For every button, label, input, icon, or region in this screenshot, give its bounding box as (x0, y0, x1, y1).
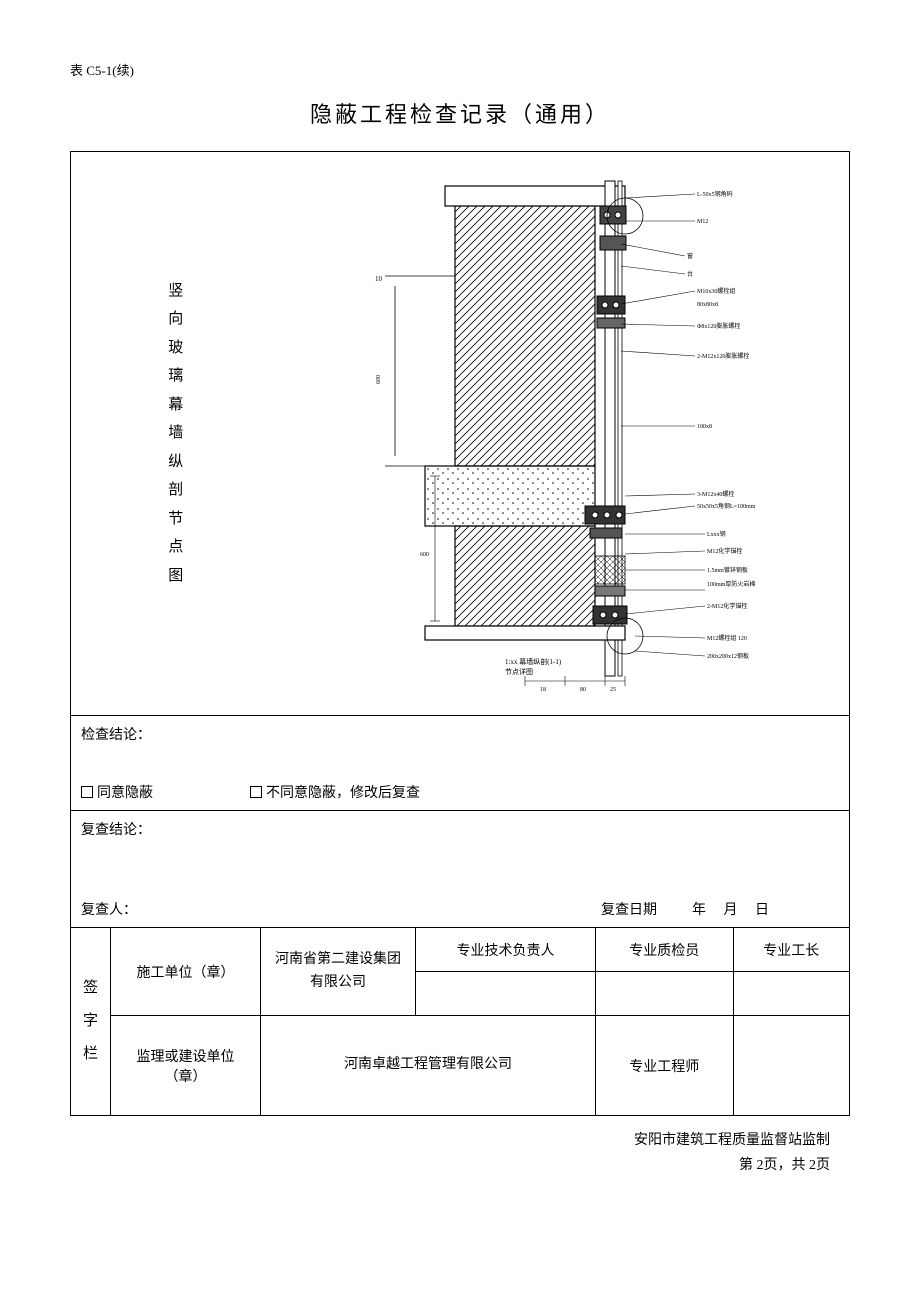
svg-text:台: 台 (687, 270, 693, 278)
role-engineer: 专业工程师 (595, 1016, 733, 1116)
svg-text:10: 10 (375, 275, 383, 283)
svg-text:1:xx 幕墙纵剖(1-1): 1:xx 幕墙纵剖(1-1) (505, 657, 562, 666)
svg-text:25: 25 (610, 687, 616, 693)
role-qc: 专业质检员 (595, 928, 733, 972)
svg-text:L-50x5钢角码: L-50x5钢角码 (697, 190, 733, 198)
svg-text:窗: 窗 (687, 252, 693, 260)
inspection-conclusion-label: 检查结论： (81, 724, 839, 744)
sig-tech-blank[interactable] (416, 972, 596, 1016)
svg-text:2-M12x120膨胀螺栓: 2-M12x120膨胀螺栓 (697, 352, 749, 360)
supervision-unit-label: 监理或建设单位（章） (111, 1016, 261, 1116)
section-diagram: 10 (325, 166, 785, 696)
diagram-cell: 10 (261, 152, 850, 716)
checkbox-disagree-icon[interactable] (250, 786, 262, 798)
svg-text:Lxxx钢: Lxxx钢 (707, 530, 726, 538)
main-form-table: 竖 向 玻 璃 幕 墙 纵 剖 节 点 图 (70, 151, 850, 1116)
sig-qc-blank[interactable] (595, 972, 733, 1016)
role-foreman: 专业工长 (733, 928, 849, 972)
sig-foreman-blank[interactable] (733, 972, 849, 1016)
diagram-vertical-label: 竖 向 玻 璃 幕 墙 纵 剖 节 点 图 (71, 152, 261, 716)
sig-engineer-blank[interactable] (733, 1016, 849, 1116)
supervision-company: 河南卓越工程管理有限公司 (261, 1016, 596, 1116)
signature-section-label: 签 字 栏 (71, 928, 111, 1116)
review-date: 复查日期 年 月 日 (601, 899, 769, 919)
svg-text:M12: M12 (697, 219, 708, 225)
form-code: 表 C5-1(续) (70, 60, 850, 79)
construction-company: 河南省第二建设集团有限公司 (261, 928, 416, 1016)
opt-disagree-label: 不同意隐蔽，修改后复查 (266, 786, 420, 801)
footer: 安阳市建筑工程质量监督站监制 第 2页，共 2页 (70, 1128, 850, 1178)
svg-text:节点详图: 节点详图 (505, 667, 533, 676)
role-tech-lead: 专业技术负责人 (416, 928, 596, 972)
reviewer-label: 复查人： (81, 899, 137, 919)
svg-text:3-M12x40螺栓: 3-M12x40螺栓 (697, 490, 734, 498)
svg-text:80x80x8: 80x80x8 (697, 302, 718, 308)
svg-text:M10x30螺栓组: M10x30螺栓组 (697, 287, 735, 295)
svg-text:50x50x5角钢L=100mm: 50x50x5角钢L=100mm (697, 502, 756, 510)
svg-text:18: 18 (540, 687, 546, 693)
page-title: 隐蔽工程检查记录（通用） (70, 97, 850, 129)
construction-unit-label: 施工单位（章） (111, 928, 261, 1016)
svg-text:600: 600 (376, 375, 382, 384)
inspection-conclusion-cell: 检查结论： 同意隐蔽 不同意隐蔽，修改后复查 (71, 716, 850, 811)
svg-text:M12螺栓组 120: M12螺栓组 120 (707, 634, 747, 642)
opt-agree-label: 同意隐蔽 (97, 786, 153, 801)
svg-text:Φ8x120膨胀螺栓: Φ8x120膨胀螺栓 (697, 322, 740, 330)
svg-text:600: 600 (420, 552, 429, 558)
svg-text:100x8: 100x8 (697, 424, 712, 430)
review-conclusion-label: 复查结论： (81, 819, 839, 839)
footer-page-info: 第 2页，共 2页 (70, 1153, 830, 1178)
svg-text:200x200x12钢板: 200x200x12钢板 (707, 652, 749, 660)
review-conclusion-cell: 复查结论： 复查人： 复查日期 年 月 日 (71, 811, 850, 928)
footer-regulator: 安阳市建筑工程质量监督站监制 (70, 1128, 830, 1153)
svg-text:100mm厚防火岩棉: 100mm厚防火岩棉 (707, 580, 755, 588)
svg-text:2-M12化学锚栓: 2-M12化学锚栓 (707, 602, 747, 610)
svg-text:M12化学锚栓: M12化学锚栓 (707, 547, 742, 555)
svg-text:80: 80 (580, 687, 586, 693)
svg-text:1.5mm镀锌钢板: 1.5mm镀锌钢板 (707, 566, 748, 574)
checkbox-agree-icon[interactable] (81, 786, 93, 798)
